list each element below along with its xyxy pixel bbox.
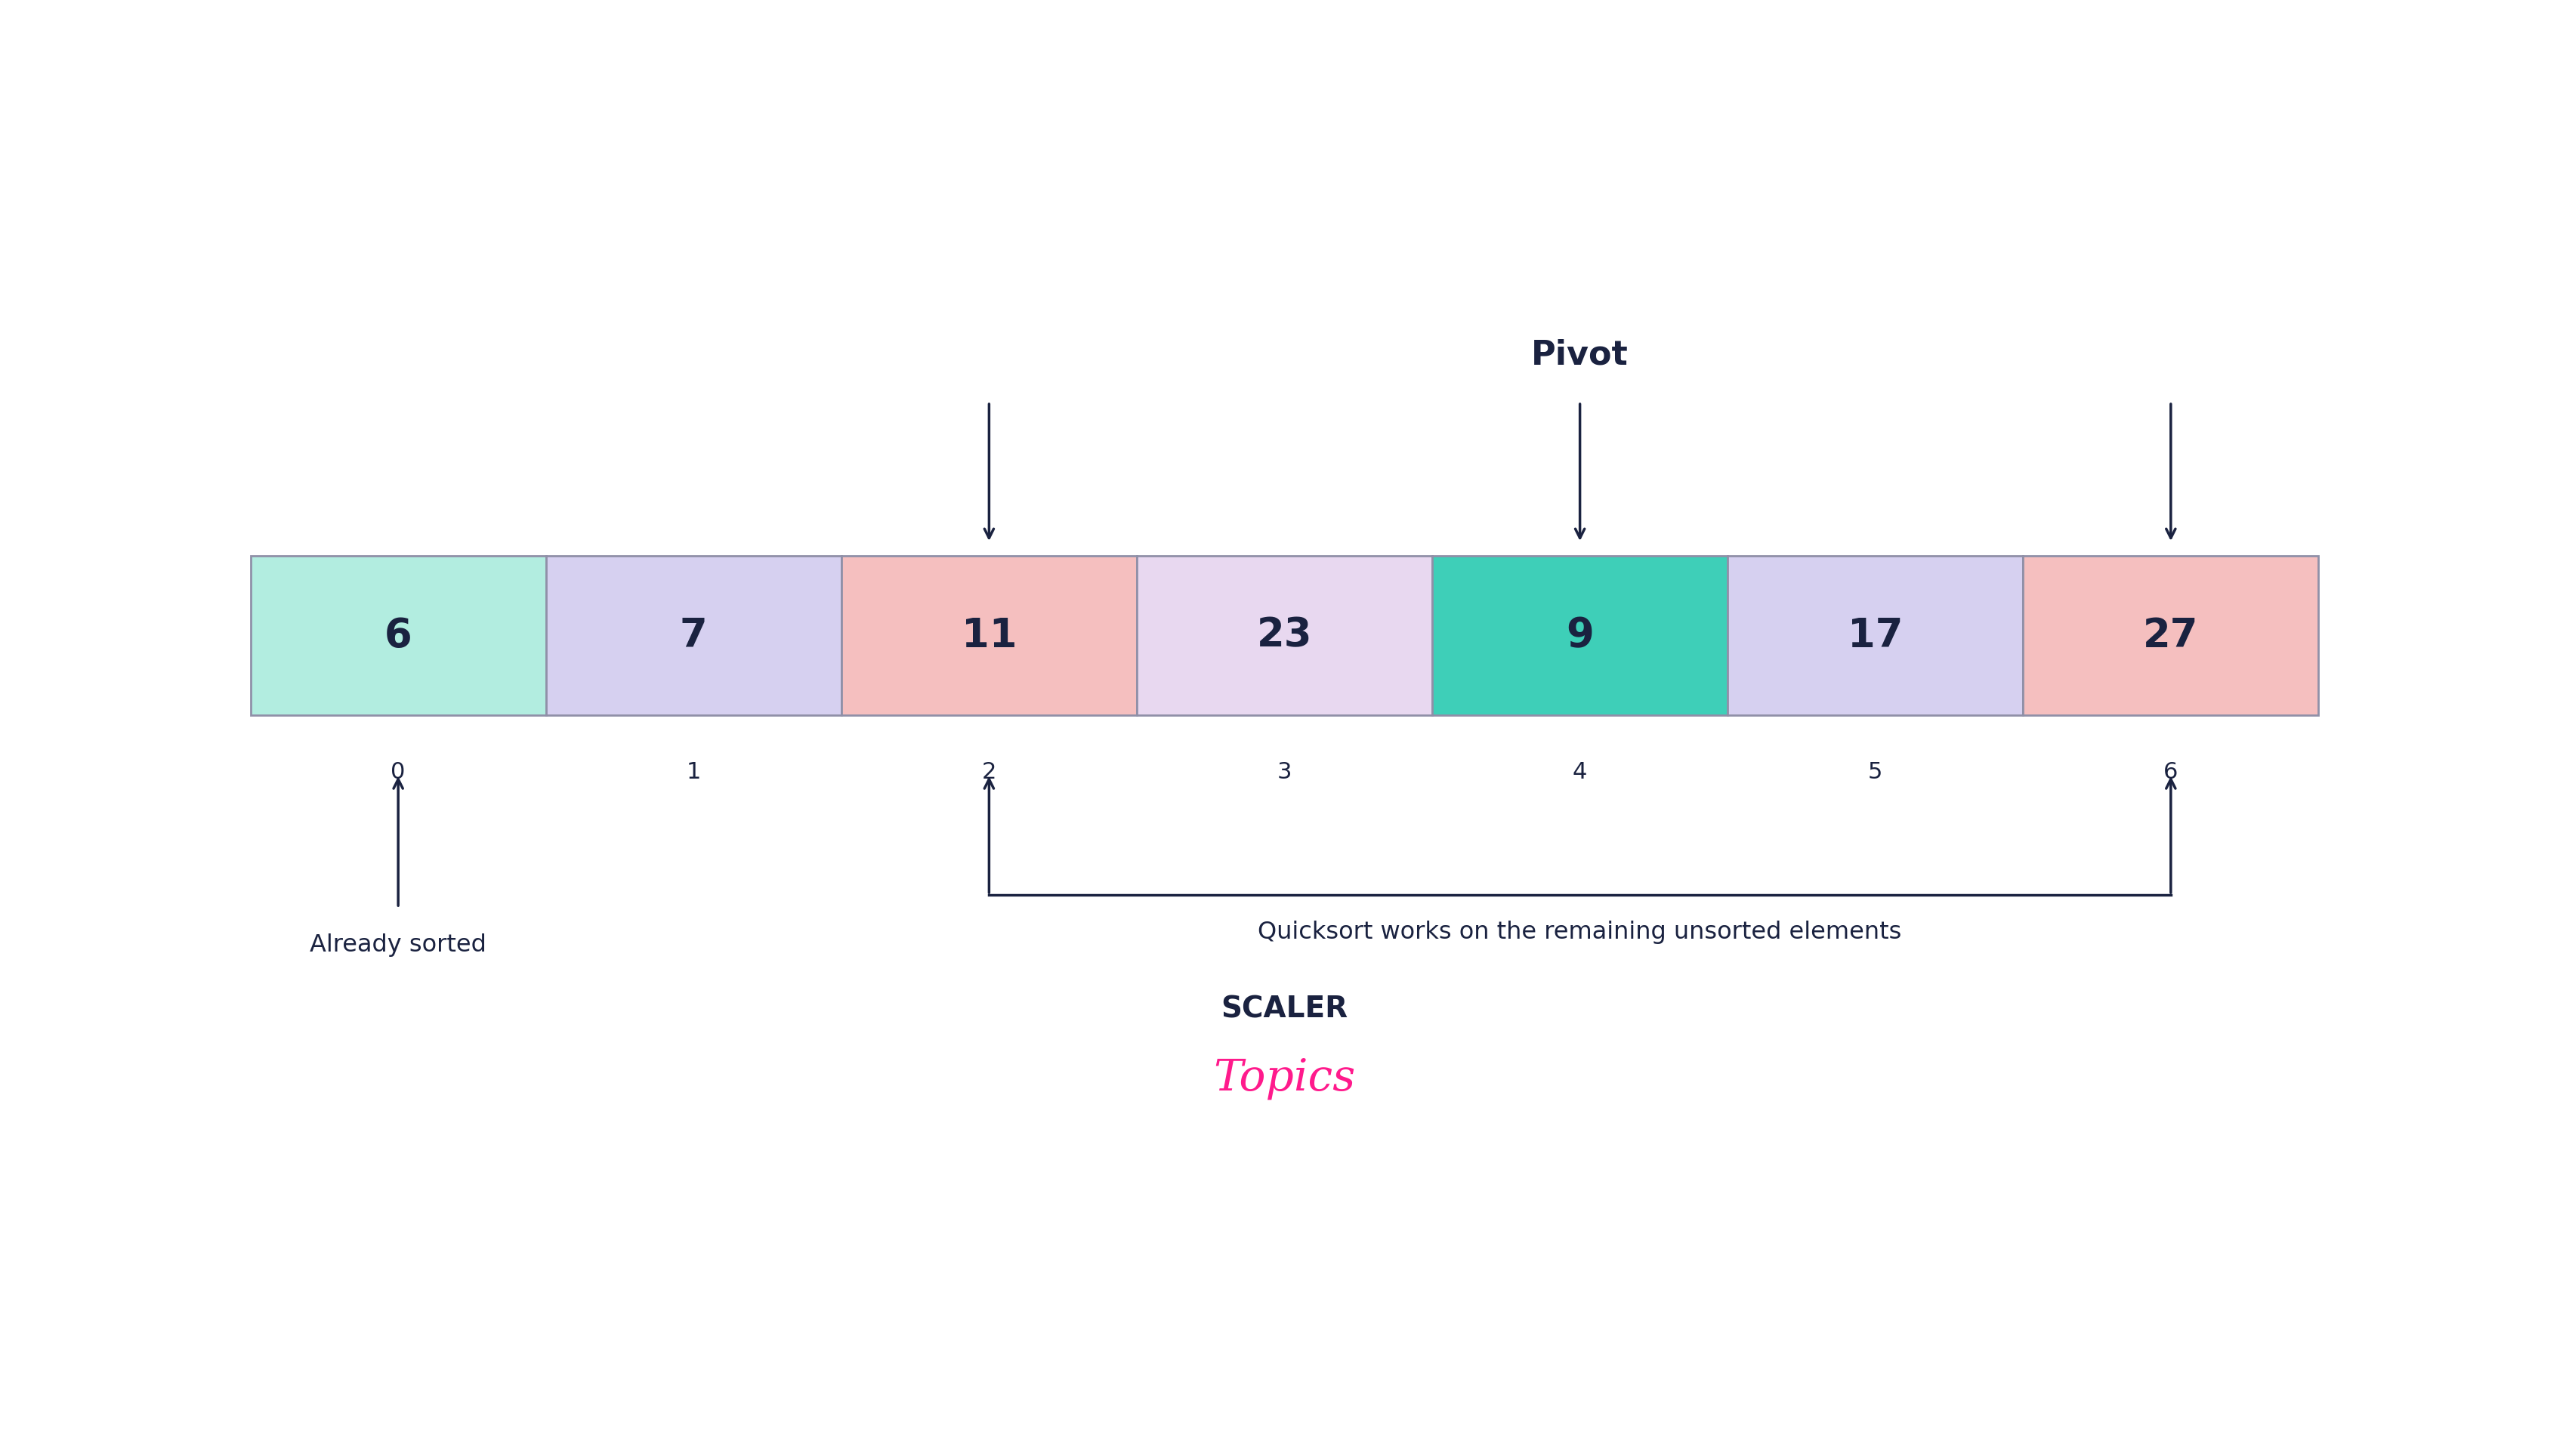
FancyBboxPatch shape: [252, 556, 547, 715]
Text: 6: 6: [385, 616, 411, 655]
Text: 0: 0: [390, 761, 406, 783]
Text: Already sorted: Already sorted: [311, 933, 486, 957]
Text: 7: 7: [681, 616, 706, 655]
Text: 17: 17: [1847, 616, 1904, 655]
FancyBboxPatch shape: [547, 556, 843, 715]
Text: SCALER: SCALER: [1220, 994, 1349, 1024]
Text: 2: 2: [981, 761, 997, 783]
Text: 3: 3: [1277, 761, 1292, 783]
FancyBboxPatch shape: [1726, 556, 2024, 715]
FancyBboxPatch shape: [1434, 556, 1726, 715]
Text: 5: 5: [1868, 761, 1883, 783]
Text: 4: 4: [1572, 761, 1588, 783]
FancyBboxPatch shape: [843, 556, 1138, 715]
Text: 6: 6: [2163, 761, 2179, 783]
Text: 9: 9: [1567, 616, 1593, 655]
Text: 27: 27: [2143, 616, 2199, 655]
Text: Pivot: Pivot: [1531, 339, 1629, 371]
Text: Topics: Topics: [1213, 1057, 1356, 1099]
Text: 11: 11: [961, 616, 1017, 655]
FancyBboxPatch shape: [1138, 556, 1434, 715]
Text: 23: 23: [1256, 616, 1313, 655]
FancyBboxPatch shape: [2024, 556, 2317, 715]
Text: Quicksort works on the remaining unsorted elements: Quicksort works on the remaining unsorte…: [1259, 920, 1901, 943]
Text: 1: 1: [686, 761, 701, 783]
